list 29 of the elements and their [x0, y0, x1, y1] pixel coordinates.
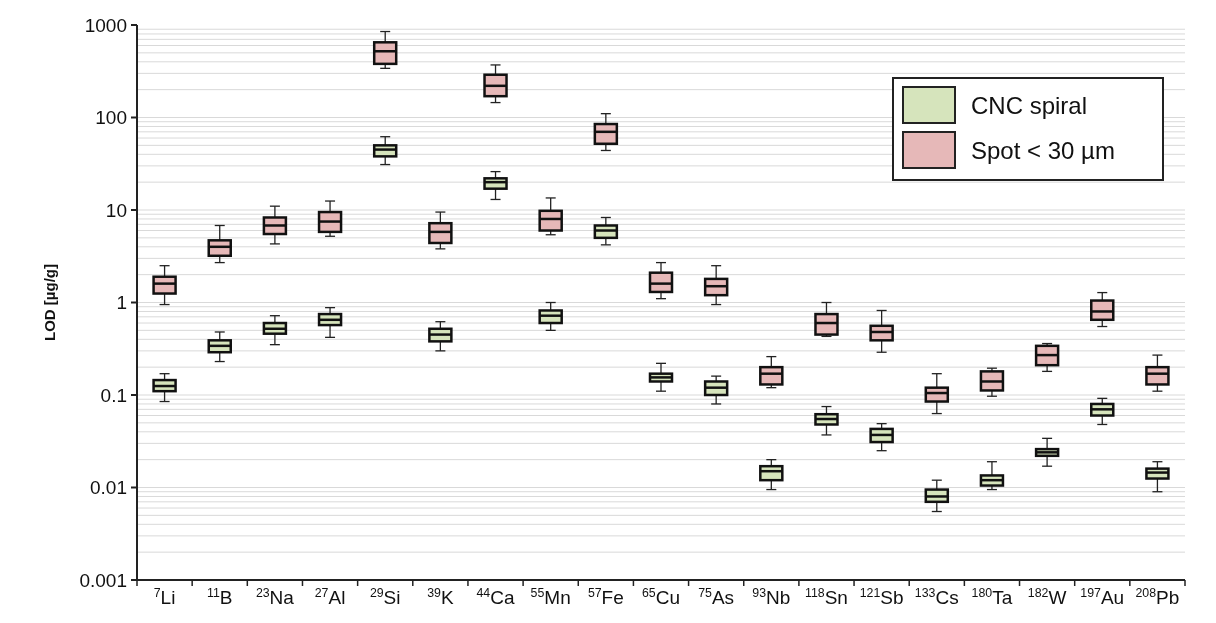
y-tick-label: 100: [95, 107, 127, 129]
x-tick-label: $^{75}$As: [698, 586, 735, 608]
y-tick-label: 0.1: [100, 384, 127, 406]
x-tick-label: $^{182}$W: [1027, 586, 1067, 608]
x-tick-label: $^{7}$Li: [153, 586, 176, 608]
y-tick-label: 0.01: [90, 477, 127, 499]
x-tick-label: $^{121}$Sb: [859, 586, 904, 608]
x-tick-label: $^{57}$Fe: [587, 586, 624, 608]
x-tick-label: $^{197}$Au: [1080, 586, 1125, 608]
legend-label: Spot < 30 µm: [971, 137, 1115, 165]
x-tick-label: $^{44}$Ca: [476, 586, 515, 608]
legend-label: CNC spiral: [971, 92, 1088, 120]
x-tick-label: $^{65}$Cu: [641, 586, 681, 608]
x-tick-label: $^{208}$Pb: [1135, 586, 1180, 608]
x-tick-label: $^{29}$Si: [369, 586, 401, 608]
x-tick-label: $^{39}$K: [427, 586, 454, 608]
x-tick-label: $^{93}$Nb: [752, 586, 791, 608]
x-tick-label: $^{133}$Cs: [914, 586, 959, 608]
x-tick-label: $^{118}$Sn: [805, 586, 848, 608]
x-tick-label: $^{23}$Na: [255, 586, 295, 608]
y-tick-label: 0.001: [79, 569, 127, 591]
y-tick-label: 1: [116, 292, 127, 314]
x-tick-label: $^{180}$Ta: [971, 586, 1013, 608]
x-tick-label: $^{11}$B: [206, 586, 233, 608]
y-axis-title: LOD [µg/g]: [41, 264, 58, 341]
y-tick-label: 1000: [84, 14, 127, 36]
y-tick-label: 10: [105, 199, 127, 221]
x-tick-label: $^{27}$Al: [314, 586, 346, 608]
x-tick-label: $^{55}$Mn: [530, 586, 571, 608]
